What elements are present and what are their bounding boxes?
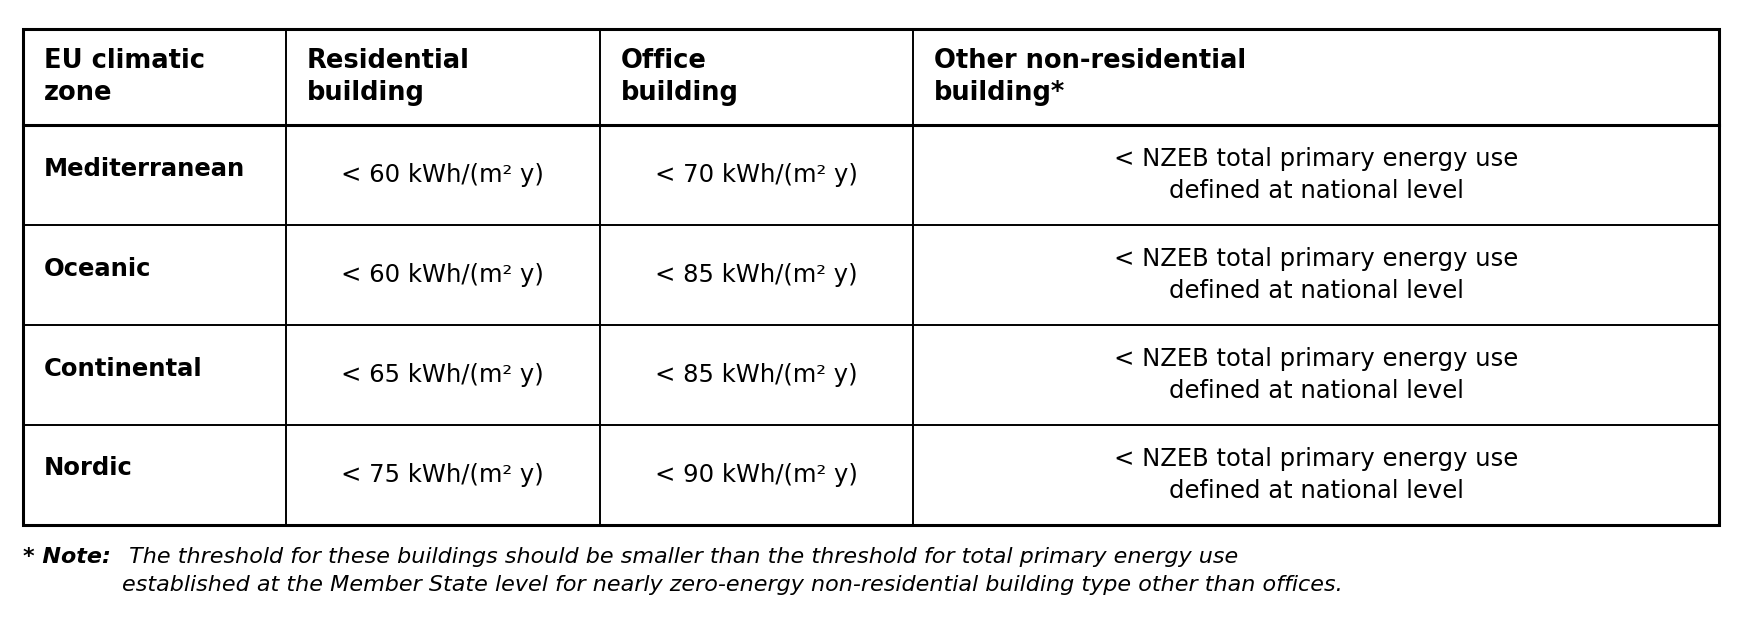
Text: < 75 kWh/(m² y): < 75 kWh/(m² y) [341,463,544,487]
Text: Continental: Continental [44,357,202,380]
Text: < 70 kWh/(m² y): < 70 kWh/(m² y) [655,163,857,187]
Text: < 85 kWh/(m² y): < 85 kWh/(m² y) [655,363,857,387]
Text: Office
building: Office building [620,48,739,106]
Text: < 90 kWh/(m² y): < 90 kWh/(m² y) [655,463,857,487]
Bar [23,29,1719,525]
Text: Nordic: Nordic [44,457,132,480]
Text: The threshold for these buildings should be smaller than the threshold for total: The threshold for these buildings should… [122,547,1343,595]
Text: < 65 kWh/(m² y): < 65 kWh/(m² y) [341,363,544,387]
Text: < 60 kWh/(m² y): < 60 kWh/(m² y) [341,163,544,187]
Text: Oceanic: Oceanic [44,257,152,280]
Text: EU climatic
zone: EU climatic zone [44,48,204,106]
Text: < NZEB total primary energy use
defined at national level: < NZEB total primary energy use defined … [1115,347,1519,403]
Text: Mediterranean: Mediterranean [44,157,246,181]
Text: < 60 kWh/(m² y): < 60 kWh/(m² y) [341,263,544,287]
Text: Residential
building: Residential building [307,48,469,106]
Text: < NZEB total primary energy use
defined at national level: < NZEB total primary energy use defined … [1115,148,1519,203]
Text: * Note:: * Note: [23,547,110,567]
Text: < NZEB total primary energy use
defined at national level: < NZEB total primary energy use defined … [1115,447,1519,502]
Text: < 85 kWh/(m² y): < 85 kWh/(m² y) [655,263,857,287]
Text: < NZEB total primary energy use
defined at national level: < NZEB total primary energy use defined … [1115,247,1519,303]
Text: Other non-residential
building*: Other non-residential building* [934,48,1247,106]
